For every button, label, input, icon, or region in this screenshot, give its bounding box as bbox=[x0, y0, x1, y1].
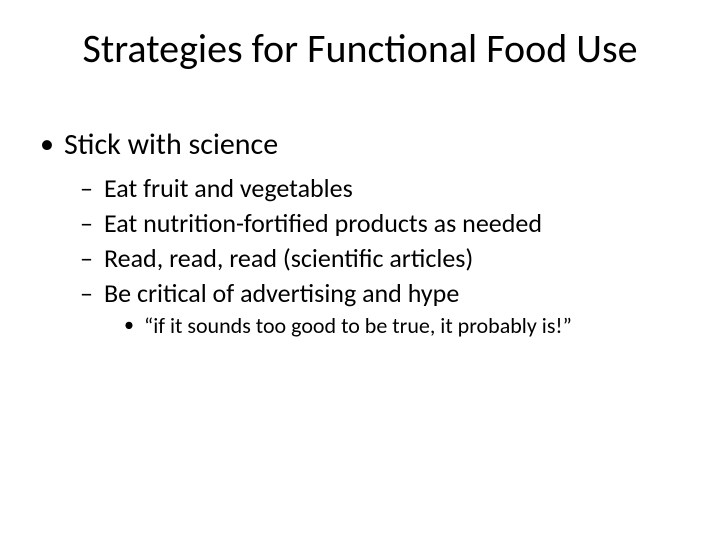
bullet-level2: Eat fruit and vegetables bbox=[36, 173, 684, 204]
slide-body: Stick with science Eat fruit and vegetab… bbox=[36, 128, 684, 340]
slide-title: Strategies for Functional Food Use bbox=[0, 24, 720, 73]
slide: Strategies for Functional Food Use Stick… bbox=[0, 0, 720, 540]
bullet-level3: “if it sounds too good to be true, it pr… bbox=[36, 313, 684, 339]
bullet-level1: Stick with science bbox=[36, 128, 684, 163]
bullet-level2: Eat nutrition-fortified products as need… bbox=[36, 208, 684, 239]
bullet-level2: Be critical of advertising and hype bbox=[36, 278, 684, 309]
bullet-level2: Read, read, read (scientific articles) bbox=[36, 243, 684, 274]
